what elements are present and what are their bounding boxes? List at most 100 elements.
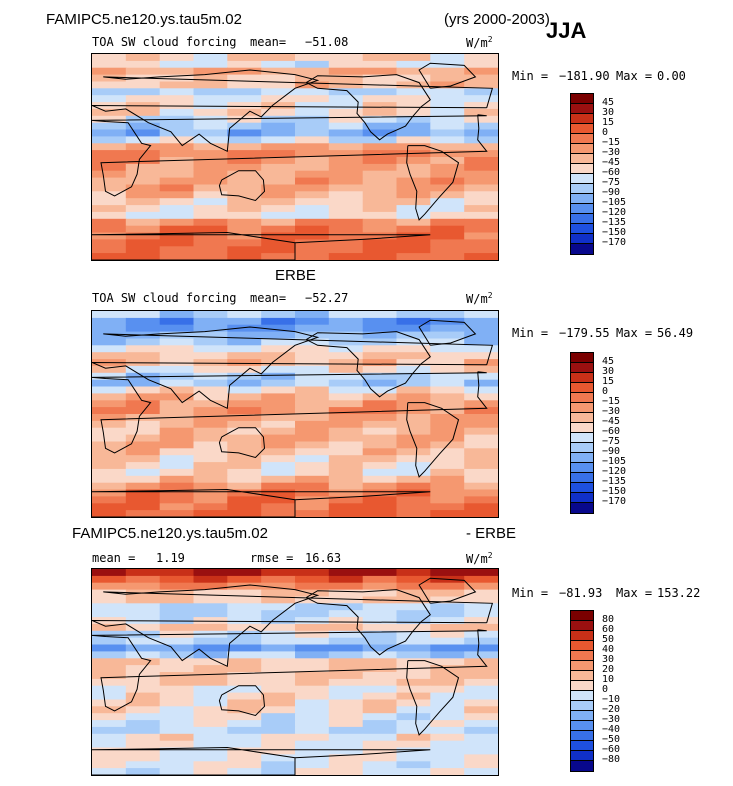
field-cell xyxy=(261,575,296,584)
field-cell xyxy=(362,324,398,333)
field-cell xyxy=(193,637,228,646)
field-cell xyxy=(396,617,431,625)
field-cell xyxy=(396,672,431,680)
field-cell xyxy=(430,740,465,749)
field-cell xyxy=(92,455,127,463)
field-cell xyxy=(362,211,398,220)
field-cell xyxy=(328,733,364,742)
field-cell xyxy=(464,67,498,76)
field-cell xyxy=(295,510,330,517)
field-cell xyxy=(464,359,498,367)
field-cell xyxy=(328,74,364,83)
field-cell xyxy=(430,386,465,394)
field-cell xyxy=(464,122,498,131)
field-cell xyxy=(227,603,262,611)
field-cell xyxy=(159,441,195,449)
coastline xyxy=(92,488,431,517)
field-cell xyxy=(261,170,296,179)
field-cell xyxy=(193,434,228,443)
max-value: 0.00 xyxy=(657,69,686,83)
field-cell xyxy=(295,232,330,240)
field-cell xyxy=(362,575,398,584)
field-cell xyxy=(159,163,195,172)
field-cell xyxy=(295,740,330,749)
field-cell xyxy=(261,582,296,591)
field-cell xyxy=(328,603,364,611)
field-cell xyxy=(261,372,296,381)
field-cell xyxy=(396,468,431,477)
field-cell xyxy=(261,60,296,69)
field-cell xyxy=(328,582,364,591)
field-cell xyxy=(92,67,127,76)
colorbar-tick-label: −30 xyxy=(602,406,621,417)
max-label: Max = xyxy=(616,586,653,600)
field-cell xyxy=(92,198,127,206)
field-cell xyxy=(193,665,228,673)
colorbar-tick-label: −40 xyxy=(602,724,621,735)
field-cell xyxy=(328,475,364,484)
field-cell xyxy=(295,610,330,618)
field-cell xyxy=(159,54,195,62)
field-cell xyxy=(227,420,262,429)
field-cell xyxy=(464,211,498,220)
field-cell xyxy=(396,136,431,144)
field-cell xyxy=(193,582,228,591)
field-cell xyxy=(227,177,262,186)
field-cell xyxy=(261,672,296,680)
field-cell xyxy=(295,468,330,477)
field-cell xyxy=(295,482,330,491)
colorbar-tick-label: 0 xyxy=(602,127,609,138)
field-cell xyxy=(362,129,398,137)
field-cell xyxy=(295,706,330,714)
field-cell xyxy=(125,414,161,422)
panel-heading: ERBE xyxy=(275,267,316,284)
field-cell xyxy=(92,596,127,604)
field-cell xyxy=(227,658,262,666)
field-cell xyxy=(328,441,364,449)
field-cell xyxy=(295,630,330,639)
field-cell xyxy=(295,441,330,449)
field-cell xyxy=(464,569,498,577)
field-cell xyxy=(396,475,431,484)
field-cell xyxy=(193,225,228,234)
field-cell xyxy=(125,218,161,227)
field-cell xyxy=(396,88,431,96)
field-cell xyxy=(193,253,228,260)
map-canvas xyxy=(92,54,498,260)
field-cell xyxy=(159,122,195,131)
field-cell xyxy=(362,191,398,199)
field-cell xyxy=(261,239,296,247)
field-cell xyxy=(295,407,330,415)
field-cell xyxy=(193,441,228,449)
field-cell xyxy=(261,317,296,326)
colorbar-tick-label: 0 xyxy=(602,684,609,695)
field-cell xyxy=(261,393,296,401)
coastline xyxy=(92,629,488,712)
field-cell xyxy=(227,352,262,360)
field-cell xyxy=(92,427,127,436)
field-cell xyxy=(227,733,262,742)
colorbar-tick-label: −75 xyxy=(602,436,621,447)
field-cell xyxy=(125,761,161,769)
field-cell xyxy=(261,81,296,89)
field-cell xyxy=(295,414,330,422)
field-cell xyxy=(92,74,127,83)
field-cell xyxy=(261,441,296,449)
field-cell xyxy=(328,575,364,584)
field-cell xyxy=(464,246,498,254)
field-cell xyxy=(227,596,262,604)
units-label: W/m2 xyxy=(466,291,493,306)
field-cell xyxy=(92,462,127,470)
field-cell xyxy=(396,706,431,714)
field-cell xyxy=(227,589,262,598)
field-cell xyxy=(464,713,498,721)
coastline xyxy=(406,145,460,221)
colorbar-tick-label: −15 xyxy=(602,396,621,407)
colorbar-tick-label: −90 xyxy=(602,446,621,457)
field-cell xyxy=(261,434,296,443)
field-cell xyxy=(328,54,364,62)
colorbar-swatch xyxy=(571,651,593,661)
field-cell xyxy=(159,726,195,735)
field-cell xyxy=(328,379,364,388)
field-cell xyxy=(92,733,127,742)
